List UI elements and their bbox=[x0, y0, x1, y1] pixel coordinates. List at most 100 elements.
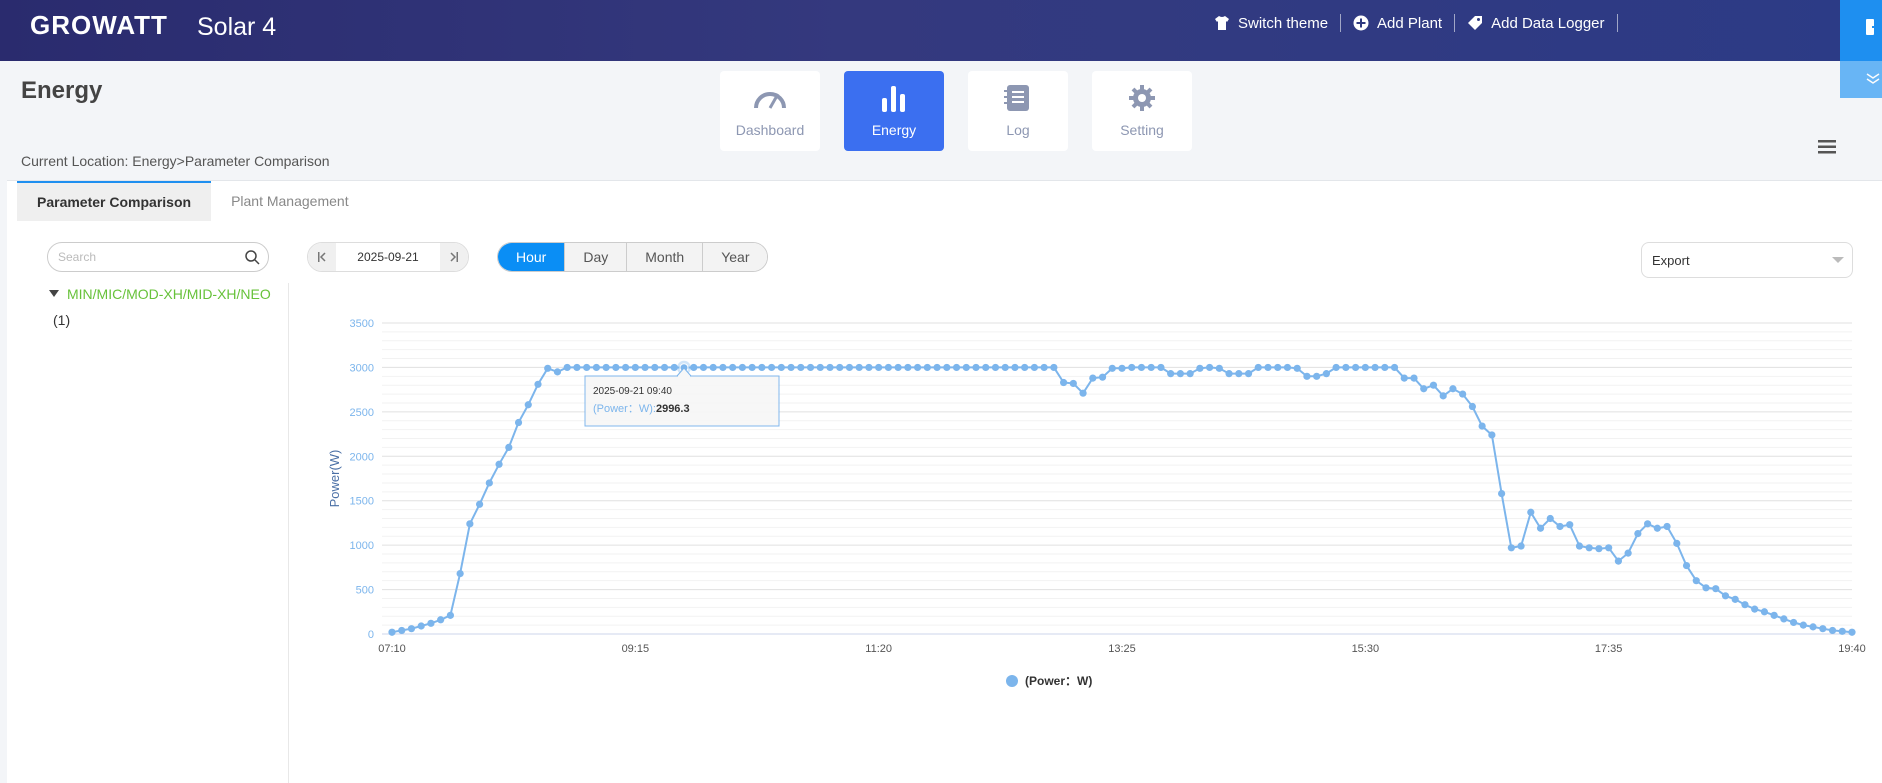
data-point bbox=[1244, 370, 1253, 378]
nav-energy[interactable]: Energy bbox=[844, 71, 944, 151]
data-point bbox=[1060, 378, 1068, 387]
data-point bbox=[544, 364, 552, 372]
data-point bbox=[806, 363, 815, 372]
data-point bbox=[1206, 363, 1214, 372]
tab-bar: Parameter Comparison Plant Management bbox=[17, 181, 369, 221]
search-input[interactable] bbox=[58, 250, 238, 264]
period-year[interactable]: Year bbox=[702, 243, 768, 271]
data-point bbox=[1030, 363, 1038, 372]
data-point bbox=[1147, 363, 1155, 372]
tab-parameter-comparison[interactable]: Parameter Comparison bbox=[17, 181, 212, 221]
tooltip-arrow-cover bbox=[678, 375, 690, 378]
data-point bbox=[1196, 364, 1204, 372]
tree-node[interactable]: MIN/MIC/MOD-XH/MID-XH/NEO bbox=[49, 286, 289, 302]
nav-setting[interactable]: Setting bbox=[1092, 71, 1192, 151]
data-point bbox=[1069, 379, 1077, 388]
data-point bbox=[1021, 363, 1029, 372]
data-point bbox=[1682, 561, 1691, 570]
add-plant-button[interactable]: Add Plant bbox=[1341, 14, 1456, 32]
data-point bbox=[797, 363, 805, 372]
legend-label: (Power：W) bbox=[1025, 674, 1092, 688]
data-point bbox=[1011, 363, 1019, 372]
breadcrumb: Current Location: Energy>Parameter Compa… bbox=[21, 153, 330, 169]
data-point bbox=[651, 363, 659, 372]
data-point bbox=[884, 363, 893, 372]
data-point bbox=[1089, 374, 1097, 382]
period-month[interactable]: Month bbox=[626, 243, 703, 271]
data-point bbox=[1157, 363, 1165, 372]
data-point bbox=[1634, 529, 1642, 538]
data-point bbox=[1371, 363, 1379, 372]
date-value[interactable]: 2025-09-21 bbox=[357, 250, 419, 264]
data-point bbox=[787, 363, 795, 372]
data-point bbox=[1352, 363, 1360, 372]
data-point bbox=[641, 363, 649, 372]
next-date-button[interactable] bbox=[440, 243, 468, 271]
data-point bbox=[1556, 522, 1564, 531]
search-box bbox=[47, 242, 269, 272]
data-point bbox=[1731, 595, 1739, 603]
tooltip-value: (Power：W):2996.3 bbox=[593, 403, 690, 415]
data-point bbox=[1235, 370, 1243, 378]
logout-icon bbox=[1866, 19, 1880, 35]
data-point bbox=[456, 569, 464, 578]
add-data-logger-button[interactable]: Add Data Logger bbox=[1455, 14, 1618, 32]
tag-icon bbox=[1468, 16, 1483, 30]
data-point bbox=[836, 363, 844, 372]
data-point bbox=[1624, 549, 1632, 557]
data-point bbox=[417, 622, 425, 630]
data-point bbox=[1614, 557, 1622, 565]
data-point bbox=[1790, 618, 1798, 627]
period-day[interactable]: Day bbox=[564, 243, 627, 271]
data-point bbox=[1566, 521, 1574, 529]
plus-circle-icon bbox=[1353, 15, 1369, 31]
top-actions: Switch theme Add Plant Add Data Logger bbox=[1202, 14, 1618, 32]
data-point bbox=[1488, 431, 1496, 439]
plant-name: Solar 4 bbox=[197, 13, 277, 41]
data-point bbox=[943, 363, 951, 372]
period-hour[interactable]: Hour bbox=[498, 243, 565, 271]
search-icon[interactable] bbox=[245, 250, 260, 265]
switch-theme-button[interactable]: Switch theme bbox=[1202, 14, 1342, 32]
nav-dashboard-label: Dashboard bbox=[735, 122, 805, 138]
tab-plant-management[interactable]: Plant Management bbox=[231, 193, 349, 209]
data-point bbox=[553, 368, 562, 376]
tooltip-series-name: (Power：W): bbox=[593, 403, 656, 415]
tooltip-series-value: 2996.3 bbox=[656, 403, 690, 415]
data-point bbox=[1721, 592, 1730, 600]
data-point bbox=[1644, 520, 1652, 528]
power-chart[interactable]: 0 500 1000 1500 2000 2500 3000 3500 Power(W) 07:1… bbox=[307, 296, 1867, 771]
nav-log-label: Log bbox=[1006, 122, 1030, 138]
data-point bbox=[914, 363, 922, 372]
data-point bbox=[485, 479, 493, 487]
nav-dashboard[interactable]: Dashboard bbox=[720, 71, 820, 151]
data-point bbox=[1410, 374, 1418, 382]
data-point bbox=[738, 363, 746, 372]
data-point bbox=[1468, 402, 1476, 411]
data-point bbox=[855, 363, 863, 372]
export-select[interactable]: Export bbox=[1641, 242, 1853, 278]
data-point bbox=[991, 363, 1000, 372]
nav-log[interactable]: Log bbox=[968, 71, 1068, 151]
tree-node-label[interactable]: MIN/MIC/MOD-XH/MID-XH/NEO bbox=[67, 286, 271, 302]
data-point bbox=[816, 363, 824, 372]
prev-date-button[interactable] bbox=[308, 243, 336, 271]
tree-node-count: (1) bbox=[53, 312, 71, 328]
logout-button[interactable] bbox=[1840, 0, 1882, 61]
data-point bbox=[904, 363, 912, 372]
switch-theme-label: Switch theme bbox=[1238, 14, 1329, 32]
data-point bbox=[1137, 363, 1146, 372]
data-point bbox=[514, 418, 523, 427]
gear-icon bbox=[1129, 85, 1155, 111]
data-point bbox=[1819, 625, 1827, 633]
data-point bbox=[660, 363, 669, 372]
data-point bbox=[1429, 381, 1438, 389]
chart-menu-icon[interactable] bbox=[1818, 140, 1836, 154]
growatt-logo[interactable]: GROWATT bbox=[30, 10, 168, 40]
data-point bbox=[573, 363, 581, 372]
notebook-icon bbox=[1004, 85, 1029, 111]
caret-down-icon[interactable] bbox=[49, 290, 59, 298]
data-point bbox=[1400, 374, 1408, 382]
data-point bbox=[602, 363, 610, 372]
collapse-button[interactable] bbox=[1840, 61, 1882, 98]
